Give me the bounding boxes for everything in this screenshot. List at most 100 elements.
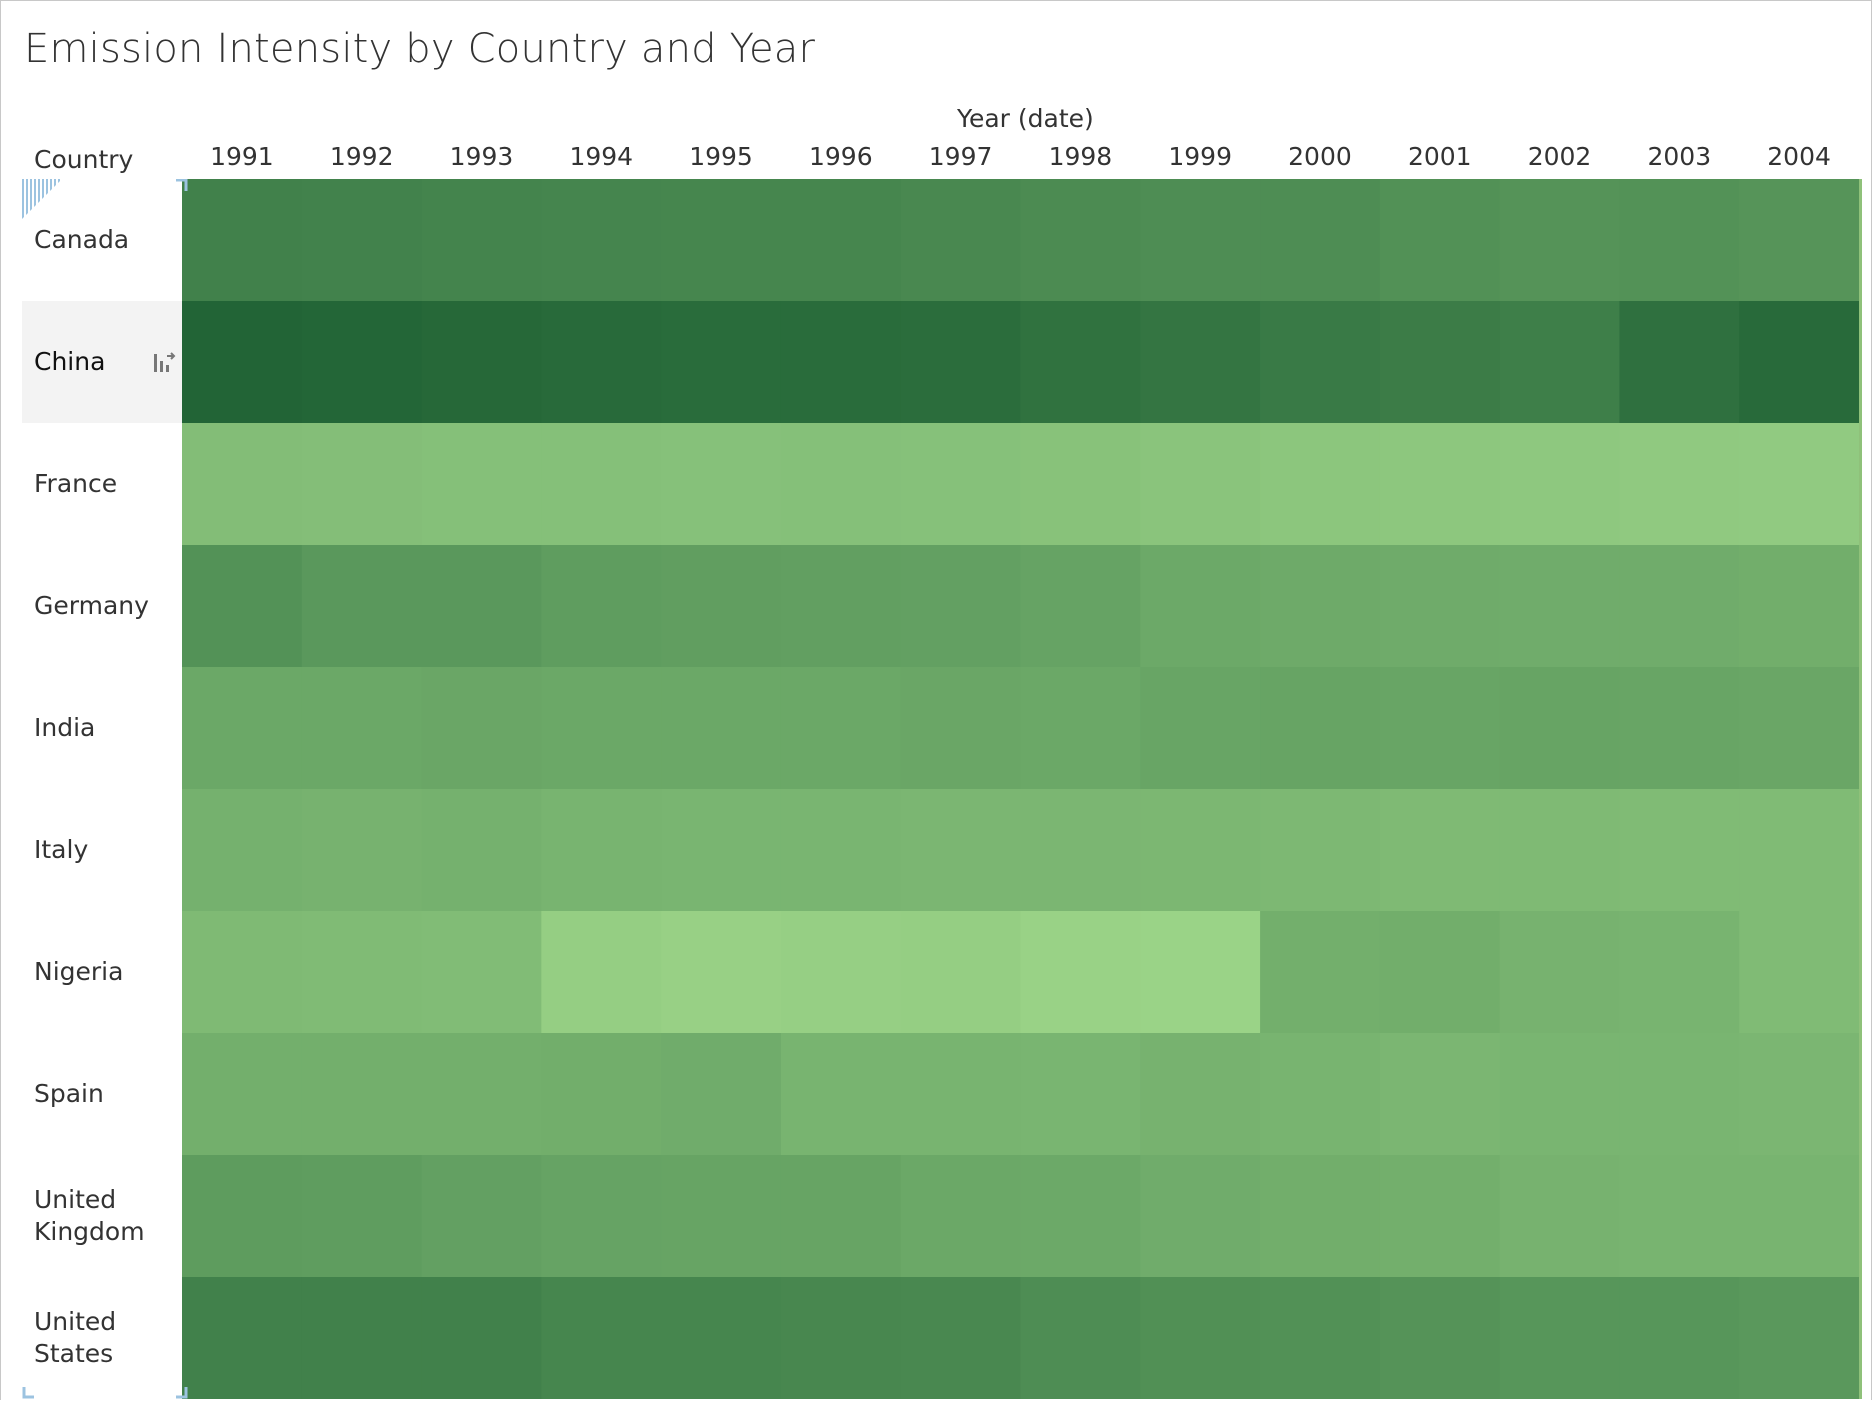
heatmap-cell-canada-1996[interactable] [780,179,902,302]
heatmap-cell-united-states-2001[interactable] [1379,1277,1501,1399]
heatmap-cell-germany-2004[interactable] [1739,545,1859,668]
heatmap-cell-france-2003[interactable] [1619,423,1740,546]
row-header-united-kingdom[interactable]: United Kingdom [22,1155,182,1277]
heatmap-cell-italy-2000[interactable] [1260,789,1381,912]
heatmap-cell-nigeria-2004[interactable] [1739,911,1859,1034]
heatmap-cell-india-1994[interactable] [541,667,662,790]
heatmap-cell-united-kingdom-1993[interactable] [421,1155,542,1278]
heatmap-cell-china-1992[interactable] [301,301,423,424]
row-header-germany[interactable]: Germany [22,545,182,667]
heatmap-cell-germany-2003[interactable] [1619,545,1740,668]
heatmap-cell-united-states-2003[interactable] [1619,1277,1740,1399]
heatmap-cell-germany-2002[interactable] [1499,545,1621,668]
heatmap-cell-france-2000[interactable] [1260,423,1381,546]
heatmap-cell-united-kingdom-1997[interactable] [900,1155,1022,1278]
row-header-india[interactable]: India [22,667,182,789]
year-label-1998[interactable]: 1998 [1048,142,1113,171]
y-axis-field-label[interactable]: Country [34,145,134,174]
year-label-2004[interactable]: 2004 [1767,142,1831,171]
heatmap-cell-united-kingdom-1999[interactable] [1140,1155,1261,1278]
heatmap-cell-france-2002[interactable] [1499,423,1621,546]
heatmap-cell-italy-2001[interactable] [1379,789,1501,912]
year-label-2003[interactable]: 2003 [1647,142,1712,171]
heatmap-cell-france-1996[interactable] [780,423,902,546]
heatmap-cell-india-2003[interactable] [1619,667,1740,790]
year-label-1997[interactable]: 1997 [928,142,993,171]
heatmap-cell-germany-1993[interactable] [421,545,542,668]
heatmap-cell-united-states-1998[interactable] [1020,1277,1141,1399]
heatmap-cell-united-kingdom-1998[interactable] [1020,1155,1141,1278]
heatmap-cell-canada-1998[interactable] [1020,179,1141,302]
heatmap-cell-nigeria-1995[interactable] [661,911,782,1034]
heatmap-cell-spain-2002[interactable] [1499,1033,1621,1156]
heatmap-cell-united-states-1997[interactable] [900,1277,1022,1399]
heatmap-cell-germany-2000[interactable] [1260,545,1381,668]
resize-handle-bottom-right[interactable] [176,1387,188,1399]
heatmap-cell-united-states-2004[interactable] [1739,1277,1859,1399]
heatmap-cell-nigeria-1994[interactable] [541,911,662,1034]
heatmap-cell-india-1991[interactable] [182,667,303,790]
heatmap-cell-nigeria-1998[interactable] [1020,911,1141,1034]
year-label-1999[interactable]: 1999 [1168,142,1232,171]
heatmap-cell-china-2000[interactable] [1260,301,1381,424]
heatmap-cell-united-kingdom-1994[interactable] [541,1155,662,1278]
heatmap-cell-canada-1997[interactable] [900,179,1022,302]
heatmap-cell-spain-1995[interactable] [661,1033,782,1156]
row-header-united-states[interactable]: United States [22,1277,182,1399]
heatmap-cell-nigeria-2000[interactable] [1260,911,1381,1034]
heatmap-cell-france-1992[interactable] [301,423,423,546]
heatmap-cell-nigeria-1991[interactable] [182,911,303,1034]
heatmap-cell-china-2004[interactable] [1739,301,1859,424]
year-label-1991[interactable]: 1991 [210,142,274,171]
heatmap-cell-italy-1997[interactable] [900,789,1022,912]
heatmap-cell-canada-1994[interactable] [541,179,662,302]
heatmap-cell-china-2001[interactable] [1379,301,1501,424]
heatmap-cell-united-states-1991[interactable] [182,1277,303,1399]
heatmap-cell-united-kingdom-2000[interactable] [1260,1155,1381,1278]
heatmap-cell-india-1992[interactable] [301,667,423,790]
heatmap-cell-india-1995[interactable] [661,667,782,790]
year-label-1993[interactable]: 1993 [449,142,514,171]
heatmap-cell-china-1994[interactable] [541,301,662,424]
heatmap-cell-nigeria-2002[interactable] [1499,911,1621,1034]
heatmap-cell-germany-1997[interactable] [900,545,1022,668]
heatmap-cell-italy-1999[interactable] [1140,789,1261,912]
heatmap-cell-united-states-1995[interactable] [661,1277,782,1399]
row-header-china[interactable]: China [22,301,182,423]
year-label-1994[interactable]: 1994 [569,142,634,171]
heatmap-cell-nigeria-1996[interactable] [780,911,902,1034]
heatmap-cell-italy-1992[interactable] [301,789,423,912]
heatmap-cell-china-1991[interactable] [182,301,303,424]
heatmap-cell-spain-2004[interactable] [1739,1033,1859,1156]
heatmap-cell-canada-2001[interactable] [1379,179,1501,302]
heatmap-cell-spain-1992[interactable] [301,1033,423,1156]
heatmap-cell-united-kingdom-1991[interactable] [182,1155,303,1278]
heatmap-cell-canada-2004[interactable] [1739,179,1859,302]
heatmap-cell-nigeria-1997[interactable] [900,911,1022,1034]
heatmap-cell-india-2002[interactable] [1499,667,1621,790]
heatmap-cell-france-2004[interactable] [1739,423,1859,546]
heatmap-cell-china-1995[interactable] [661,301,782,424]
heatmap-cell-united-kingdom-2004[interactable] [1739,1155,1859,1278]
heatmap-cell-germany-1994[interactable] [541,545,662,668]
heatmap-cell-india-1997[interactable] [900,667,1022,790]
heatmap-cell-italy-1996[interactable] [780,789,902,912]
row-header-italy[interactable]: Italy [22,789,182,911]
heatmap-cell-france-1997[interactable] [900,423,1022,546]
heatmap-cell-spain-2003[interactable] [1619,1033,1740,1156]
heatmap-cell-spain-1998[interactable] [1020,1033,1141,1156]
heatmap-cell-india-1996[interactable] [780,667,902,790]
heatmap-cell-nigeria-2001[interactable] [1379,911,1501,1034]
heatmap-cell-germany-1995[interactable] [661,545,782,668]
heatmap-cell-france-1994[interactable] [541,423,662,546]
heatmap-cell-united-kingdom-2003[interactable] [1619,1155,1740,1278]
heatmap-cell-italy-1993[interactable] [421,789,542,912]
heatmap-cell-india-1998[interactable] [1020,667,1141,790]
heatmap-cell-united-kingdom-2002[interactable] [1499,1155,1621,1278]
heatmap-cell-canada-1999[interactable] [1140,179,1261,302]
heatmap-cell-canada-1993[interactable] [421,179,542,302]
heatmap-cell-italy-2004[interactable] [1739,789,1859,912]
heatmap-cell-italy-2002[interactable] [1499,789,1621,912]
heatmap-cell-france-1999[interactable] [1140,423,1261,546]
heatmap-cell-china-1996[interactable] [780,301,902,424]
